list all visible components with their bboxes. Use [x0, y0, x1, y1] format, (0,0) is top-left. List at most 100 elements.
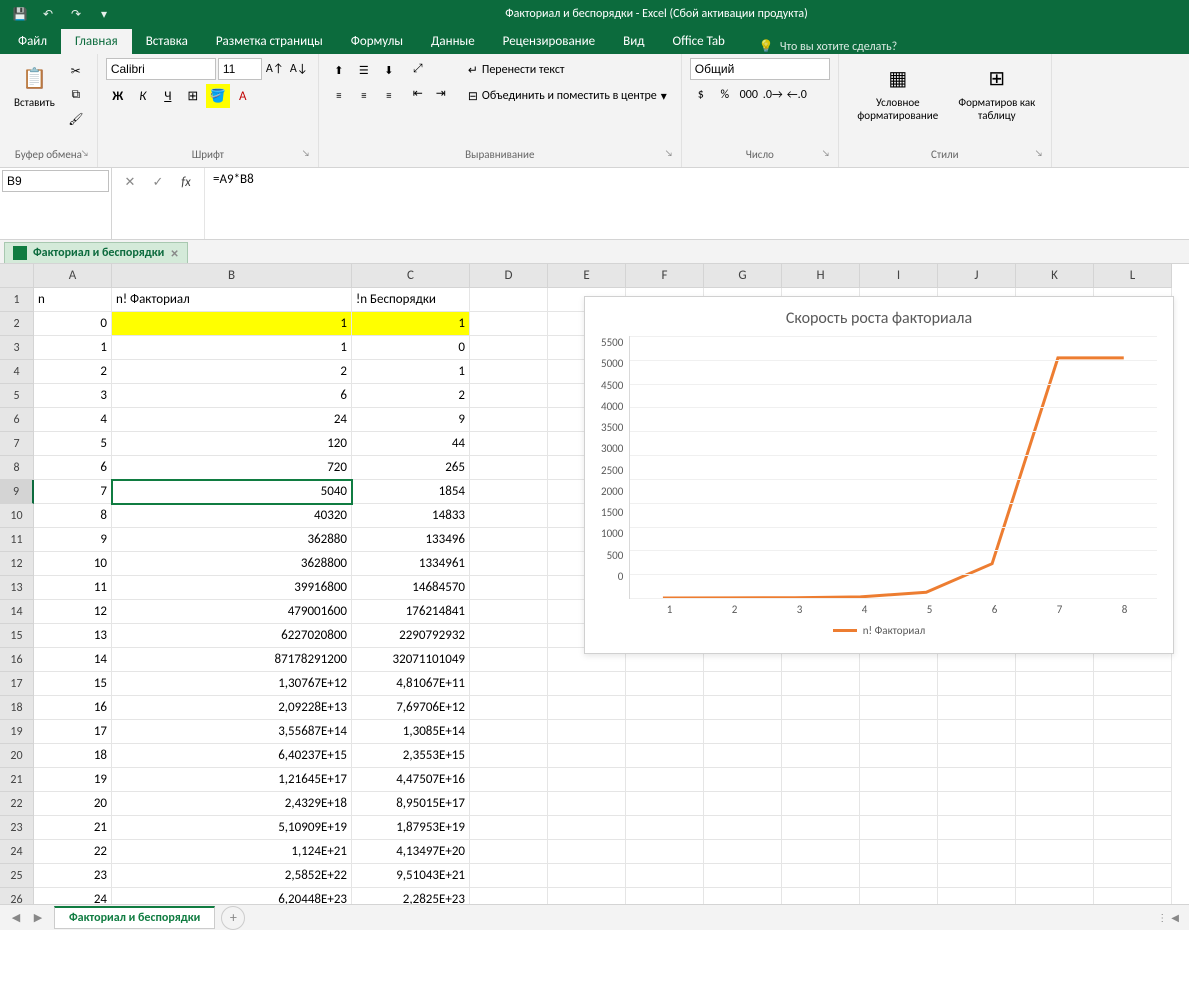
- tab-layout[interactable]: Разметка страницы: [202, 29, 337, 54]
- cell-K23[interactable]: [1016, 816, 1094, 840]
- cell-H19[interactable]: [782, 720, 860, 744]
- row-header-1[interactable]: 1: [0, 288, 34, 312]
- cell-C9[interactable]: 1854: [352, 480, 470, 504]
- cell-B10[interactable]: 40320: [112, 504, 352, 528]
- cell-D17[interactable]: [470, 672, 548, 696]
- cell-C6[interactable]: 9: [352, 408, 470, 432]
- fill-color-button[interactable]: 🪣: [206, 84, 230, 108]
- font-color-button[interactable]: A: [231, 84, 255, 108]
- cell-J26[interactable]: [938, 888, 1016, 904]
- cell-A2[interactable]: 0: [34, 312, 112, 336]
- cell-B4[interactable]: 2: [112, 360, 352, 384]
- border-button[interactable]: ⊞: [181, 84, 205, 108]
- cell-B26[interactable]: 6,20448E+23: [112, 888, 352, 904]
- col-header-H[interactable]: H: [782, 264, 860, 288]
- cell-D10[interactable]: [470, 504, 548, 528]
- align-center-icon[interactable]: ≡: [352, 83, 376, 107]
- cell-J21[interactable]: [938, 768, 1016, 792]
- document-tab[interactable]: Факториал и беспорядки ✕: [4, 242, 188, 263]
- cell-L18[interactable]: [1094, 696, 1172, 720]
- cell-C10[interactable]: 14833: [352, 504, 470, 528]
- cell-H25[interactable]: [782, 864, 860, 888]
- cell-B25[interactable]: 2,5852E+22: [112, 864, 352, 888]
- cell-B7[interactable]: 120: [112, 432, 352, 456]
- row-header-25[interactable]: 25: [0, 864, 34, 888]
- align-middle-icon[interactable]: ☰: [352, 58, 376, 82]
- cell-H17[interactable]: [782, 672, 860, 696]
- cut-icon[interactable]: ✂: [65, 60, 87, 82]
- cell-G17[interactable]: [704, 672, 782, 696]
- cell-F18[interactable]: [626, 696, 704, 720]
- row-header-7[interactable]: 7: [0, 432, 34, 456]
- cell-C17[interactable]: 4,81067E+11: [352, 672, 470, 696]
- font-name-input[interactable]: [106, 58, 216, 80]
- cell-D25[interactable]: [470, 864, 548, 888]
- row-header-6[interactable]: 6: [0, 408, 34, 432]
- cell-C13[interactable]: 14684570: [352, 576, 470, 600]
- name-box-input[interactable]: [2, 170, 109, 192]
- cell-C19[interactable]: 1,3085E+14: [352, 720, 470, 744]
- cell-B18[interactable]: 2,09228E+13: [112, 696, 352, 720]
- col-header-K[interactable]: K: [1016, 264, 1094, 288]
- cell-E23[interactable]: [548, 816, 626, 840]
- cell-E25[interactable]: [548, 864, 626, 888]
- cell-A12[interactable]: 10: [34, 552, 112, 576]
- cell-A4[interactable]: 2: [34, 360, 112, 384]
- cell-D21[interactable]: [470, 768, 548, 792]
- bold-button[interactable]: Ж: [106, 84, 130, 108]
- cell-L26[interactable]: [1094, 888, 1172, 904]
- cell-I21[interactable]: [860, 768, 938, 792]
- tab-insert[interactable]: Вставка: [132, 29, 202, 54]
- format-painter-icon[interactable]: 🖌: [65, 108, 87, 130]
- cell-H24[interactable]: [782, 840, 860, 864]
- cell-C4[interactable]: 1: [352, 360, 470, 384]
- cell-A21[interactable]: 19: [34, 768, 112, 792]
- cell-A22[interactable]: 20: [34, 792, 112, 816]
- cell-C11[interactable]: 133496: [352, 528, 470, 552]
- cell-G20[interactable]: [704, 744, 782, 768]
- select-all-corner[interactable]: [0, 264, 34, 288]
- row-header-15[interactable]: 15: [0, 624, 34, 648]
- cell-H22[interactable]: [782, 792, 860, 816]
- close-tab-icon[interactable]: ✕: [170, 247, 178, 260]
- cell-A1[interactable]: n: [34, 288, 112, 312]
- cell-K21[interactable]: [1016, 768, 1094, 792]
- cell-D8[interactable]: [470, 456, 548, 480]
- cell-A11[interactable]: 9: [34, 528, 112, 552]
- cell-I20[interactable]: [860, 744, 938, 768]
- cell-B1[interactable]: n! Факториал: [112, 288, 352, 312]
- cell-A20[interactable]: 18: [34, 744, 112, 768]
- cell-A15[interactable]: 13: [34, 624, 112, 648]
- cell-B9[interactable]: 5040: [112, 480, 352, 504]
- cell-D20[interactable]: [470, 744, 548, 768]
- row-header-11[interactable]: 11: [0, 528, 34, 552]
- copy-icon[interactable]: ⧉: [65, 84, 87, 106]
- col-header-L[interactable]: L: [1094, 264, 1172, 288]
- cell-H18[interactable]: [782, 696, 860, 720]
- cell-A24[interactable]: 22: [34, 840, 112, 864]
- row-header-5[interactable]: 5: [0, 384, 34, 408]
- cell-C20[interactable]: 2,3553E+15: [352, 744, 470, 768]
- cell-B2[interactable]: 1: [112, 312, 352, 336]
- cell-I18[interactable]: [860, 696, 938, 720]
- cell-I24[interactable]: [860, 840, 938, 864]
- cell-B12[interactable]: 3628800: [112, 552, 352, 576]
- cell-J24[interactable]: [938, 840, 1016, 864]
- underline-button[interactable]: Ч: [156, 84, 180, 108]
- cell-D2[interactable]: [470, 312, 548, 336]
- cell-A16[interactable]: 14: [34, 648, 112, 672]
- cell-L17[interactable]: [1094, 672, 1172, 696]
- row-header-19[interactable]: 19: [0, 720, 34, 744]
- cell-L20[interactable]: [1094, 744, 1172, 768]
- col-header-I[interactable]: I: [860, 264, 938, 288]
- cell-A19[interactable]: 17: [34, 720, 112, 744]
- cell-K22[interactable]: [1016, 792, 1094, 816]
- col-header-D[interactable]: D: [470, 264, 548, 288]
- cell-C26[interactable]: 2,2825E+23: [352, 888, 470, 904]
- row-header-14[interactable]: 14: [0, 600, 34, 624]
- cell-D16[interactable]: [470, 648, 548, 672]
- embedded-chart[interactable]: Скорость роста факториала 55005000450040…: [584, 296, 1174, 654]
- add-sheet-button[interactable]: +: [221, 906, 245, 930]
- row-header-17[interactable]: 17: [0, 672, 34, 696]
- cell-K19[interactable]: [1016, 720, 1094, 744]
